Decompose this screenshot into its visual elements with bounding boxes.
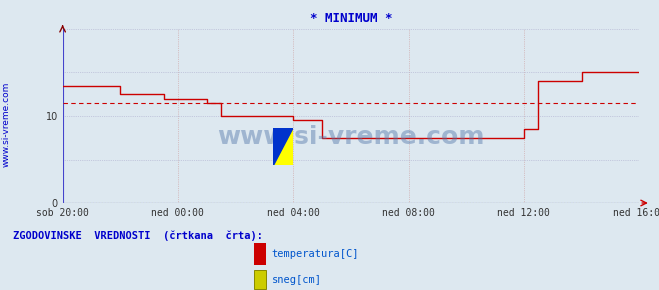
Title: * MINIMUM *: * MINIMUM *: [310, 12, 392, 25]
Text: www.si-vreme.com: www.si-vreme.com: [2, 82, 11, 167]
Polygon shape: [273, 128, 293, 165]
Text: ZGODOVINSKE  VREDNOSTI  (črtkana  črta):: ZGODOVINSKE VREDNOSTI (črtkana črta):: [13, 231, 263, 241]
Text: www.si-vreme.com: www.si-vreme.com: [217, 125, 484, 149]
Text: temperatura[C]: temperatura[C]: [272, 249, 359, 259]
Text: sneg[cm]: sneg[cm]: [272, 275, 322, 285]
Bar: [254, 270, 266, 289]
Polygon shape: [273, 128, 293, 165]
Bar: [254, 243, 266, 264]
